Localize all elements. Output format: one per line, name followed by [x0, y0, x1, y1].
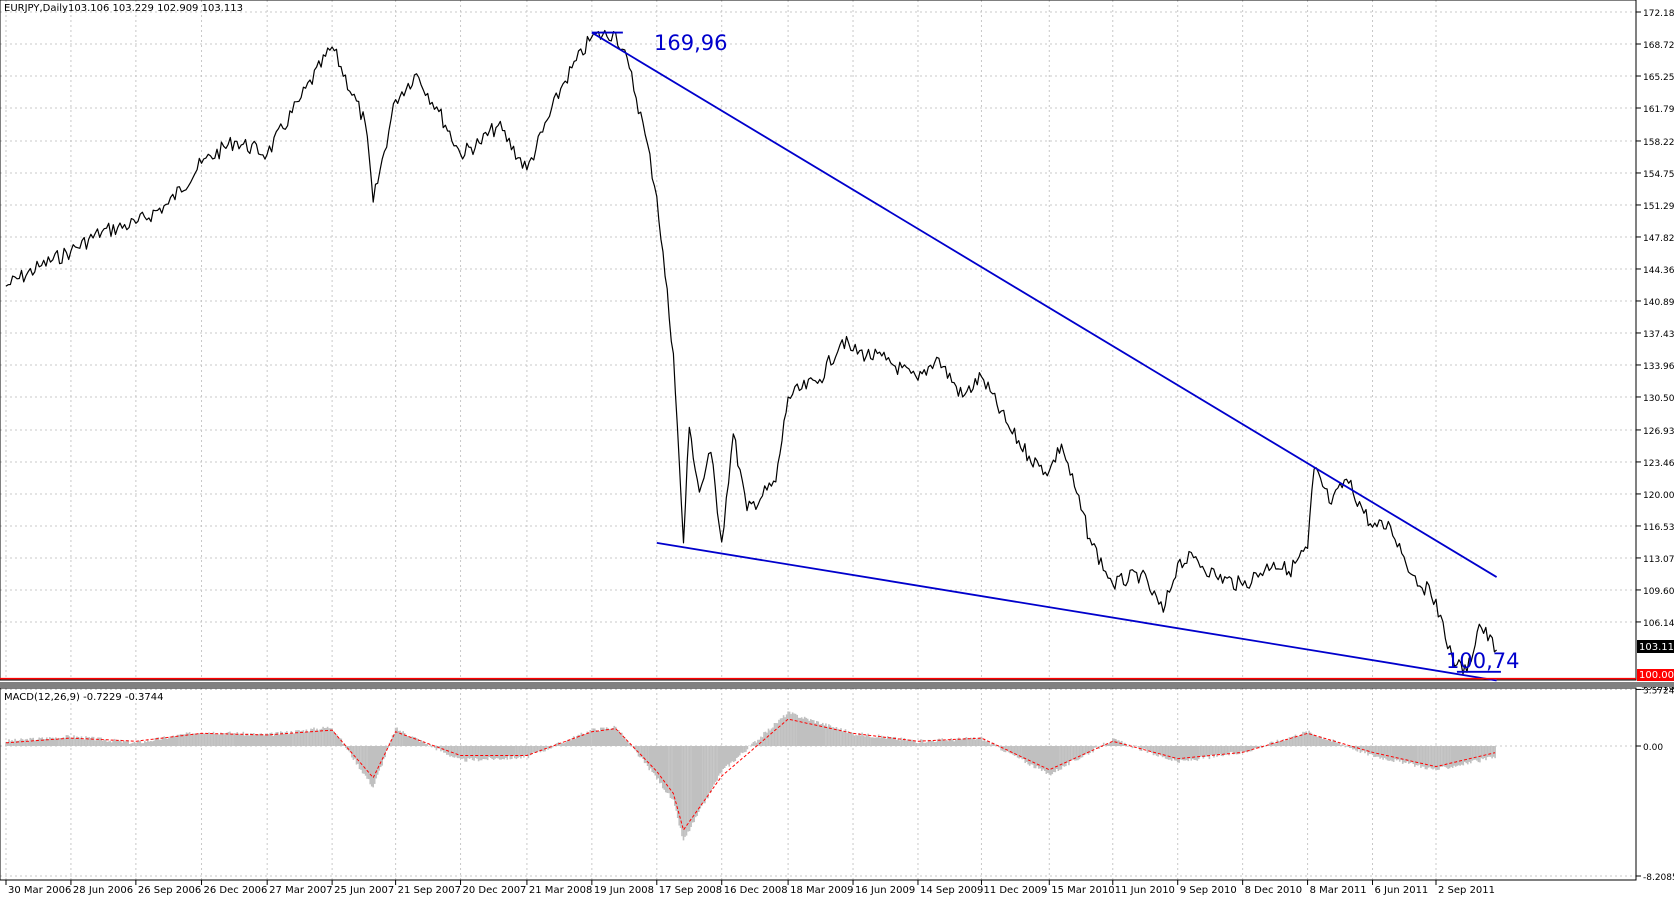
- level-price-label: 100.000: [1639, 670, 1674, 681]
- x-tick-label: 15 Mar 2010: [1051, 885, 1114, 896]
- y-tick-label: 126.930: [1643, 427, 1674, 437]
- panel-separator[interactable]: [0, 682, 1674, 687]
- level-price-tag: 100.000: [1637, 669, 1674, 681]
- y-tick-label: 147.825: [1643, 234, 1674, 244]
- macd-grid: [0, 688, 1636, 880]
- price-axis: 172.185 168.720 165.255 161.790 158.220 154.7…: [1636, 9, 1674, 629]
- x-tick-label: 20 Dec 2007: [463, 885, 527, 896]
- macd-header-label: MACD(12,26,9) -0.7229 -0.3744: [4, 692, 164, 703]
- x-tick-label: 28 Jun 2006: [73, 885, 133, 896]
- y-tick-label: 158.220: [1643, 138, 1674, 148]
- macd-axis: 3.5724 0.00 -8.2085: [1636, 686, 1674, 883]
- y-tick-label: 109.605: [1643, 587, 1674, 597]
- chart-ohlc-label: 103.106 103.229 102.909 103.113: [68, 3, 243, 14]
- macd-signal-path: [5, 718, 1496, 832]
- x-tick-label: 21 Sep 2007: [398, 885, 461, 896]
- x-tick-label: 16 Dec 2008: [724, 885, 788, 896]
- trend-lines[interactable]: [591, 31, 1501, 682]
- level-sub-label: 99.210: [1640, 682, 1674, 693]
- price-panel-frame: [0, 0, 1637, 681]
- price-grid: [0, 0, 1636, 680]
- x-tick-label: 8 Mar 2011: [1310, 885, 1367, 896]
- current-price-tag: 103.113: [1637, 640, 1674, 653]
- trend-line[interactable]: [591, 31, 1498, 578]
- x-tick-label: 14 Sep 2009: [920, 885, 983, 896]
- time-axis: 30 Mar 2006 28 Jun 2006 26 Sep 2006 26 Dec …: [5, 880, 1495, 896]
- x-tick-label: 26 Dec 2006: [204, 885, 268, 896]
- y-tick-label: 106.140: [1643, 619, 1674, 629]
- x-tick-label: 8 Dec 2010: [1245, 885, 1303, 896]
- y-tick-label: 137.430: [1643, 330, 1674, 340]
- macd-histogram: [5, 711, 1496, 841]
- x-tick-label: 11 Jun 2010: [1115, 885, 1175, 896]
- y-tick-label: 116.535: [1643, 523, 1674, 533]
- price-panel[interactable]: 172.185 168.720 165.255 161.790 158.220 154.7…: [0, 0, 1674, 693]
- x-tick-label: 9 Sep 2010: [1180, 885, 1237, 896]
- trend-line[interactable]: [656, 541, 1497, 682]
- macd-panel-frame: [0, 687, 1637, 881]
- macd-y-tick-label: 3.5724: [1643, 686, 1674, 696]
- x-tick-label: 17 Sep 2008: [659, 885, 722, 896]
- x-tick-label: 30 Mar 2006: [8, 885, 71, 896]
- y-tick-label: 140.895: [1643, 298, 1674, 308]
- x-tick-label: 19 Jun 2008: [594, 885, 654, 896]
- macd-y-tick-label: 0.00: [1643, 743, 1663, 753]
- y-tick-label: 151.290: [1643, 202, 1674, 212]
- low-annotation: 100,74: [1446, 649, 1519, 673]
- x-tick-label: 26 Sep 2006: [138, 885, 201, 896]
- y-tick-label: 120.000: [1643, 491, 1674, 501]
- y-tick-label: 161.790: [1643, 105, 1674, 115]
- y-tick-label: 172.185: [1643, 9, 1674, 19]
- y-tick-label: 168.720: [1643, 41, 1674, 51]
- macd-signal-line: [5, 718, 1496, 832]
- current-price-label: 103.113: [1639, 642, 1674, 653]
- y-tick-label: 123.465: [1643, 459, 1674, 469]
- x-tick-label: 27 Mar 2007: [269, 885, 332, 896]
- y-tick-label: 113.070: [1643, 555, 1674, 565]
- y-tick-label: 130.500: [1643, 394, 1674, 404]
- y-tick-label: 133.965: [1643, 362, 1674, 372]
- price-line: [5, 29, 1497, 675]
- price-series: [5, 29, 1497, 675]
- x-tick-label: 16 Jun 2009: [855, 885, 915, 896]
- x-tick-label: 25 Jun 2007: [334, 885, 394, 896]
- x-tick-label: 6 Jun 2011: [1375, 885, 1429, 896]
- x-tick-label: 21 Mar 2008: [529, 885, 592, 896]
- x-tick-label: 18 Mar 2009: [790, 885, 853, 896]
- x-tick-label: 2 Sep 2011: [1438, 885, 1495, 896]
- chart-symbol-label: EURJPY,Daily: [4, 3, 68, 14]
- x-tick-label: 11 Dec 2009: [983, 885, 1047, 896]
- y-tick-label: 154.755: [1643, 170, 1674, 180]
- y-tick-label: 165.255: [1643, 73, 1674, 83]
- high-annotation: 169,96: [654, 31, 727, 55]
- macd-panel[interactable]: 3.5724 0.00 -8.2085 MACD(12,26,9) -0.7229 …: [0, 686, 1674, 883]
- y-tick-label: 144.360: [1643, 266, 1674, 276]
- macd-y-tick-label: -8.2085: [1643, 873, 1674, 883]
